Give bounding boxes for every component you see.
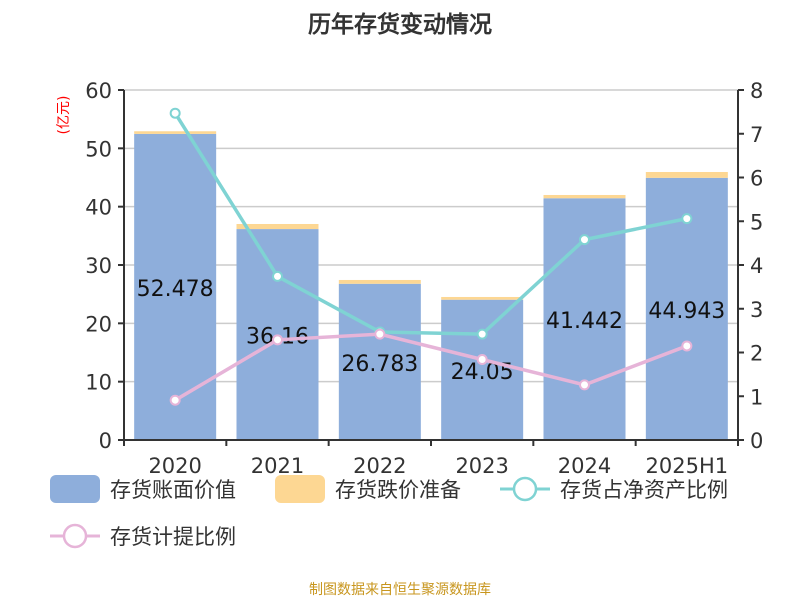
line-series-2 <box>174 332 688 402</box>
y2-tick-label: 0 <box>750 429 763 453</box>
bar-value-label: 52.478 <box>137 277 214 302</box>
legend-item-2[interactable]: 存货跌价准备 <box>275 475 461 503</box>
bar-book-value <box>134 133 217 440</box>
legend-label: 存货账面价值 <box>110 478 236 502</box>
line-point <box>579 234 590 246</box>
y-tick-label: 20 <box>85 312 112 336</box>
bar-impairment-reserve <box>441 296 524 300</box>
y2-tick-label: 1 <box>750 385 763 409</box>
line-point <box>272 270 283 282</box>
legend-marker <box>62 523 88 549</box>
line-point <box>476 328 488 340</box>
y2-tick-label: 7 <box>750 123 763 147</box>
line-series-1 <box>173 112 688 336</box>
y-tick-label: 40 <box>85 196 112 220</box>
line-point <box>579 379 590 391</box>
y-tick-label: 0 <box>99 429 112 453</box>
line-point <box>374 328 386 340</box>
y2-tick-label: 8 <box>750 79 763 103</box>
x-tick-label: 2024 <box>558 454 611 478</box>
x-tick-label: 2023 <box>455 454 508 478</box>
line-point <box>476 354 488 365</box>
y-tick-label: 60 <box>85 79 112 103</box>
x-tick-label: 2022 <box>353 454 406 478</box>
bar-book-value <box>338 283 421 440</box>
x-tick-label: 2025H1 <box>646 454 729 478</box>
y2-tick-label: 5 <box>750 210 763 234</box>
line-point <box>169 107 181 119</box>
bar-impairment-reserve <box>543 194 626 199</box>
legend-swatch <box>50 475 100 503</box>
bar-value-label: 41.442 <box>546 309 623 334</box>
bar-value-label: 44.943 <box>648 299 725 324</box>
line-point <box>681 213 693 225</box>
bar-impairment-reserve <box>338 279 421 284</box>
bar-value-label: 26.783 <box>341 352 418 377</box>
y2-tick-label: 2 <box>750 342 763 366</box>
x-tick-label: 2021 <box>251 454 304 478</box>
y-axis-unit-label: (亿元) <box>56 96 72 135</box>
legend-item-1[interactable]: 存货账面价值 <box>50 475 236 503</box>
legend-swatch <box>275 475 325 503</box>
source-note: 制图数据来自恒生聚源数据库 <box>309 582 491 598</box>
bar-impairment-reserve <box>645 171 728 178</box>
legend-label: 存货计提比例 <box>110 525 236 549</box>
bar-impairment-reserve <box>236 223 319 230</box>
line-point <box>272 334 283 346</box>
chart-title: 历年存货变动情况 <box>308 11 492 38</box>
legend-label: 存货跌价准备 <box>335 478 461 502</box>
legend-item-4[interactable]: 存货计提比例 <box>50 523 236 549</box>
legend-item-3[interactable]: 存货占净资产比例 <box>500 476 728 502</box>
legend-marker <box>512 476 538 502</box>
y2-tick-label: 3 <box>750 298 763 322</box>
y-tick-label: 50 <box>85 137 112 161</box>
bar-book-value <box>441 299 524 440</box>
y2-tick-label: 4 <box>750 254 763 278</box>
bar-impairment-reserve <box>134 131 217 134</box>
y-tick-label: 10 <box>85 371 112 395</box>
y2-tick-label: 6 <box>750 167 763 191</box>
line-point <box>681 340 693 352</box>
legend-label: 存货占净资产比例 <box>560 478 728 502</box>
y-tick-label: 30 <box>85 254 112 278</box>
line-point <box>169 394 181 406</box>
x-tick-label: 2020 <box>148 454 201 478</box>
